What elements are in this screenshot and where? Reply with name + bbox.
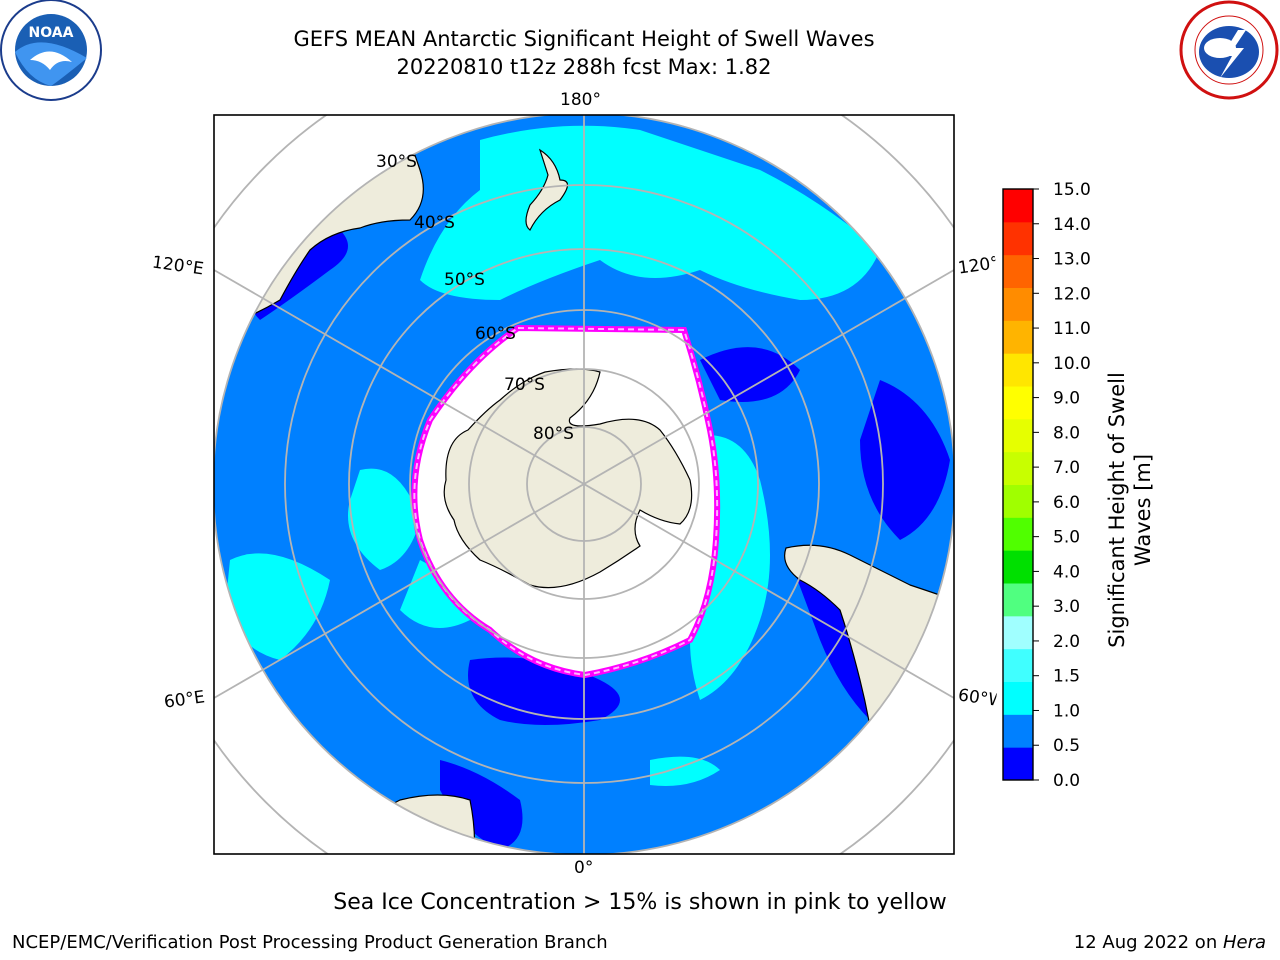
colorbar-swatch	[1003, 517, 1033, 551]
colorbar-swatch	[1003, 418, 1033, 453]
sea-ice-note: Sea Ice Concentration > 15% is shown in …	[333, 890, 947, 915]
colorbar: 15.0 14.0 13.0 12.0 11.0 10.0 9.0 8.0 7.0 6.0 5.0 4…	[1002, 180, 1091, 791]
chart-title: GEFS MEAN Antarctic Significant Height o…	[293, 27, 875, 51]
nws-logo-icon	[1179, 0, 1279, 100]
lat-label-60s: 60°S	[475, 324, 516, 344]
colorbar-tick-label: 10.0	[1053, 354, 1091, 374]
colorbar-swatch	[1003, 615, 1033, 650]
colorbar-tick-label: 7.0	[1053, 458, 1080, 478]
colorbar-tick-label: 9.0	[1053, 389, 1080, 409]
machine-name: Hera	[1222, 932, 1266, 953]
map-frame	[213, 114, 955, 855]
lon-label-180: 180°	[560, 90, 601, 110]
colorbar-swatch	[1003, 714, 1033, 748]
lat-label-40s: 40°S	[414, 213, 455, 233]
colorbar-tick-label: 4.0	[1053, 562, 1080, 582]
colorbar-swatch	[1003, 550, 1033, 584]
chart-subtitle: 20220810 t12z 288h fcst Max: 1.82	[396, 55, 772, 79]
new-zealand-land	[525, 148, 569, 231]
graticule	[214, 115, 954, 854]
colorbar-tick-label: 3.0	[1053, 597, 1080, 617]
colorbar-tick-label: 14.0	[1053, 215, 1091, 235]
noaa-logo-text: NOAA	[29, 25, 74, 41]
colorbar-title-line2: Waves [m]	[1131, 453, 1155, 567]
colorbar-tick-label: 0.5	[1053, 736, 1080, 756]
colorbar-swatch	[1003, 484, 1033, 518]
colorbar-swatch	[1003, 353, 1033, 387]
colorbar-tick-label: 12.0	[1053, 284, 1091, 304]
colorbar-frame	[1002, 188, 1034, 781]
colorbar-swatch	[1003, 254, 1033, 288]
lat-label-50s: 50°S	[444, 270, 485, 290]
colorbar-swatch	[1003, 681, 1033, 715]
run-date: 12 Aug 2022 on Hera	[1074, 932, 1266, 953]
colorbar-swatch	[1003, 648, 1033, 682]
colorbar-tick-label: 8.0	[1053, 423, 1080, 443]
colorbar-swatch	[1003, 747, 1033, 781]
lat-label-70s: 70°S	[504, 375, 545, 395]
colorbar-swatch	[1003, 189, 1033, 223]
noaa-logo-icon: NOAA	[0, 0, 102, 101]
colorbar-swatch	[1003, 386, 1033, 420]
colorbar-swatch	[1003, 451, 1033, 485]
colorbar-tick-label: 2.0	[1053, 632, 1080, 652]
lat-label-80s: 80°S	[533, 424, 574, 444]
lat-label-30s: 30°S	[376, 152, 417, 172]
run-date-text: 12 Aug 2022 on	[1073, 932, 1223, 953]
colorbar-tick-label: 13.0	[1053, 250, 1091, 270]
colorbar-swatch	[1003, 583, 1033, 617]
colorbar-tick-label: 6.0	[1053, 493, 1080, 513]
colorbar-title-line1: Significant Height of Swell	[1105, 372, 1129, 648]
colorbar-tick-label: 0.0	[1053, 771, 1080, 791]
colorbar-swatch	[1003, 221, 1033, 256]
colorbar-swatch	[1003, 287, 1033, 321]
colorbar-tick-label: 1.0	[1053, 701, 1080, 721]
map-area	[214, 115, 954, 854]
colorbar-tick-label: 15.0	[1053, 180, 1091, 200]
credit-text: NCEP/EMC/Verification Post Processing Pr…	[12, 932, 608, 953]
colorbar-swatch	[1003, 320, 1033, 354]
lon-label-0: 0°	[574, 858, 594, 878]
colorbar-tick-label: 1.5	[1053, 667, 1080, 687]
antarctica-land	[443, 368, 693, 589]
colorbar-title: Significant Height of Swell Waves [m]	[1104, 350, 1156, 670]
colorbar-tick-label: 11.0	[1053, 319, 1091, 339]
colorbar-tick-label: 5.0	[1053, 528, 1080, 548]
